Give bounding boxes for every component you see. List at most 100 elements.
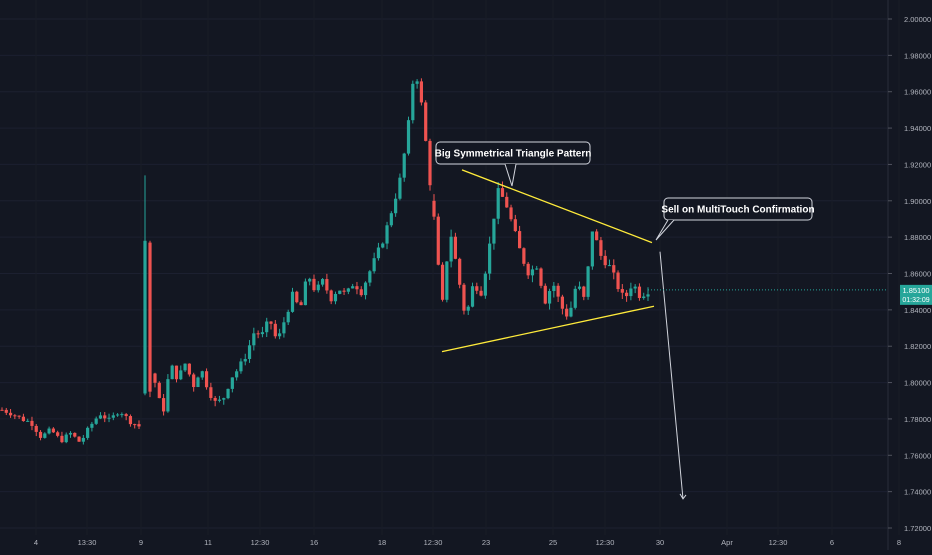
candle-body — [518, 231, 522, 249]
candle-body — [475, 286, 479, 291]
candle-body — [573, 288, 577, 308]
x-tick-label: 12:30 — [769, 538, 788, 547]
candle-body — [381, 243, 385, 248]
sell-callout-text: Sell on MultiTouch Confirmation — [661, 205, 814, 216]
candle-body — [385, 225, 389, 244]
candle-body — [359, 289, 363, 296]
candle-body — [148, 242, 152, 392]
candle-body — [338, 290, 342, 294]
candle-body — [316, 284, 320, 291]
y-tick-label: 1.78000 — [904, 415, 931, 424]
last-price-tag: 1.85100 01:32:09 — [648, 284, 932, 305]
candle-body — [419, 81, 424, 103]
candle-body — [458, 258, 462, 285]
candle-body — [38, 431, 43, 438]
triangle-callout[interactable]: Big Symmetrical Triangle Pattern — [435, 141, 592, 187]
candle-body — [90, 423, 94, 428]
candle-body — [161, 398, 166, 412]
upper-trendline[interactable] — [461, 169, 653, 244]
candle-body — [590, 231, 594, 267]
candle-body — [43, 433, 47, 438]
candle-body — [539, 268, 543, 286]
y-tick-label: 1.88000 — [904, 233, 931, 242]
candle-body — [505, 196, 509, 208]
candle-body — [183, 363, 187, 371]
x-tick-label: 12:30 — [424, 538, 443, 547]
lower-trendline[interactable] — [441, 305, 655, 353]
candle-body — [415, 81, 419, 84]
candle-body — [389, 213, 393, 226]
candle-body — [286, 311, 290, 323]
candle-body — [599, 240, 603, 256]
candle-body — [629, 288, 633, 297]
y-tick-label: 1.94000 — [904, 124, 931, 133]
candle-body — [128, 416, 133, 425]
candle-body — [453, 236, 457, 259]
candle-body — [363, 282, 368, 296]
x-tick-label: 12:30 — [596, 538, 615, 547]
candle-body — [616, 272, 620, 290]
projection-arrowhead — [679, 493, 687, 500]
candle-body — [187, 363, 191, 375]
trendlines[interactable] — [441, 169, 655, 353]
candle-body — [179, 370, 183, 380]
candle-body — [586, 266, 590, 297]
candle-body — [565, 308, 569, 317]
candle-body — [500, 188, 505, 197]
candle-body — [526, 263, 530, 276]
candle-body — [440, 264, 445, 300]
candle-body — [560, 296, 564, 309]
candle-body — [256, 333, 260, 335]
candle-body — [143, 240, 147, 394]
candle-body — [355, 286, 359, 290]
candle-body — [73, 432, 77, 437]
x-tick-label: 4 — [34, 538, 38, 547]
candle-body — [582, 286, 586, 297]
candle-body — [607, 265, 612, 267]
candle-body — [4, 409, 8, 413]
y-axis[interactable]: 2.00000 1.98000 1.96000 1.94000 1.92000 1.900… — [887, 0, 931, 550]
candle-body — [462, 284, 466, 311]
x-tick-label: 18 — [378, 538, 386, 547]
candle-body — [432, 200, 436, 217]
candle-body — [278, 333, 282, 337]
sell-callout[interactable]: Sell on MultiTouch Confirmation — [655, 197, 815, 241]
candle-body — [196, 377, 200, 388]
candle-body — [625, 292, 629, 297]
candle-body — [522, 248, 526, 264]
candle-body — [17, 415, 21, 417]
candle-body — [247, 345, 252, 359]
candle-body — [368, 271, 372, 283]
y-tick-label: 1.76000 — [904, 451, 931, 460]
candle-body — [342, 290, 346, 292]
triangle-callout-text: Big Symmetrical Triangle Pattern — [435, 149, 592, 160]
candles — [0, 78, 650, 445]
candle-body — [239, 361, 243, 372]
candle-body — [552, 285, 556, 292]
candle-body — [111, 415, 115, 418]
sell-callout-pointer — [655, 219, 675, 241]
candle-body — [530, 269, 535, 276]
candle-body — [204, 371, 209, 388]
y-tick-label: 1.98000 — [904, 51, 931, 60]
candle-body — [226, 388, 230, 399]
candle-body — [26, 420, 30, 422]
projection-arrow-line[interactable] — [659, 251, 684, 499]
candle-body — [320, 279, 325, 285]
candle-body — [312, 278, 316, 291]
x-tick-label: Apr — [721, 538, 733, 547]
x-tick-label: 13:30 — [78, 538, 97, 547]
candle-body — [333, 293, 338, 302]
candle-body — [492, 218, 496, 244]
candle-body — [94, 418, 98, 424]
annotations[interactable]: Big Symmetrical Triangle Pattern Sell on … — [435, 141, 815, 500]
candle-body — [200, 371, 204, 378]
candle-body — [428, 140, 432, 186]
candle-body — [8, 412, 13, 416]
y-tick-label: 1.84000 — [904, 306, 931, 315]
candle-body — [47, 428, 51, 434]
candle-body — [303, 281, 307, 306]
x-axis[interactable]: 4 13:30 9 11 12:30 16 18 12:30 23 25 12:30 30 Apr 12:… — [34, 538, 901, 547]
